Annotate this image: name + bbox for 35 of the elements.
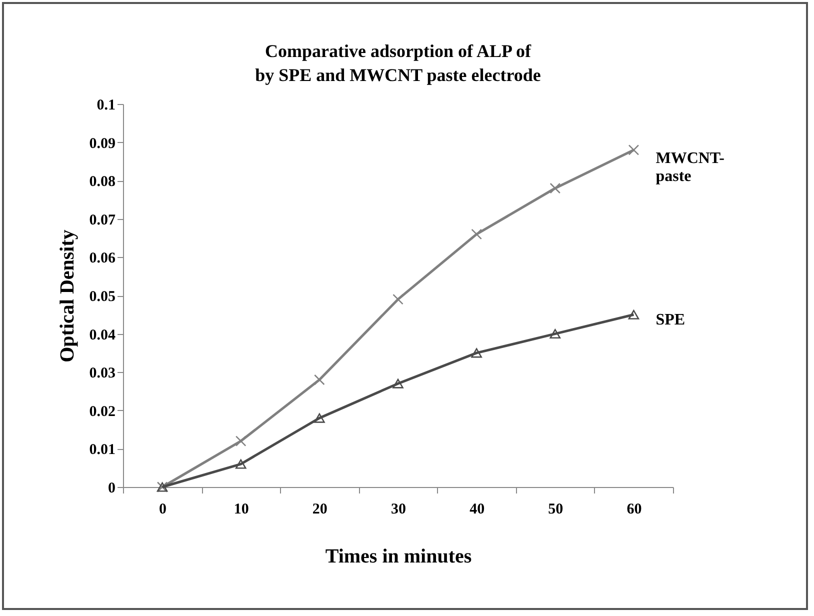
x-tick-label: 0 [159, 502, 167, 518]
point [628, 310, 640, 320]
y-tick-label: 0.07 [89, 212, 116, 228]
y-axis-title: Optical Density [56, 230, 78, 362]
x-axis-title: Times in minutes [325, 546, 472, 568]
y-tick-label: 0.02 [89, 404, 116, 420]
series-label: SPE [656, 312, 686, 329]
y-tick-label: 0.04 [89, 327, 116, 344]
x-tick-label: 50 [548, 502, 564, 518]
x-tick-label: 40 [470, 502, 485, 518]
point [392, 378, 404, 388]
point [550, 329, 561, 339]
x-tick-label: 10 [234, 502, 249, 518]
series-label: MWCNT- paste [656, 150, 724, 185]
y-tick-label: 0.1 [96, 98, 116, 114]
chart-title: Comparative adsorption of ALP of by SPE and MWCNT paste electrode [255, 41, 541, 85]
y-tick-label: 0.05 [89, 289, 116, 305]
point [471, 348, 482, 358]
y-tick-label: 0.08 [89, 174, 116, 190]
x-tick-label: 30 [391, 502, 406, 518]
point [235, 459, 246, 469]
y-tick-label: 0 [108, 480, 116, 496]
x-tick-label: 60 [626, 502, 642, 518]
y-tick-label: 0.03 [89, 366, 116, 382]
y-tick-label: 0.09 [89, 136, 116, 152]
point [314, 374, 325, 386]
y-tick-label: 0.06 [89, 250, 116, 267]
point [314, 413, 325, 423]
y-tick-label: 0.01 [89, 442, 116, 458]
point [471, 228, 482, 240]
point [392, 294, 404, 305]
point [235, 436, 246, 446]
x-tick-label: 20 [312, 502, 328, 518]
point [628, 144, 640, 156]
point [550, 182, 561, 194]
